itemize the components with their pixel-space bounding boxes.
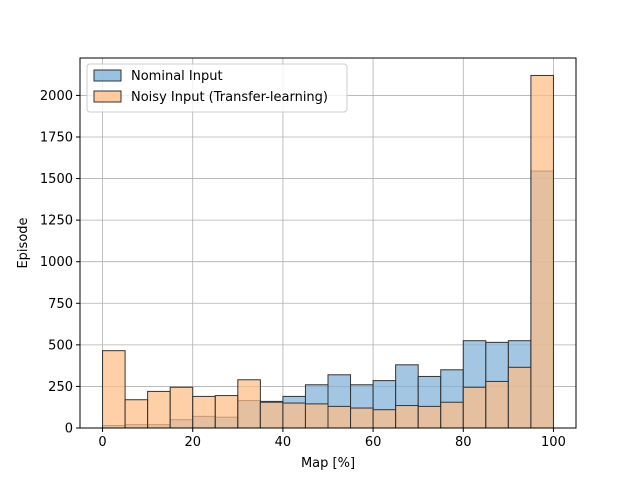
- noisy-bar: [350, 407, 374, 429]
- noisy-bar: [372, 409, 397, 429]
- y-tick-label: 0: [65, 422, 73, 437]
- y-tick-label: 1000: [40, 255, 73, 270]
- x-tick-label: 20: [184, 435, 201, 450]
- noisy-bar: [147, 390, 171, 429]
- noisy-bar: [395, 405, 419, 429]
- noisy-bar: [282, 402, 306, 429]
- y-tick-label: 1750: [40, 130, 73, 145]
- noisy-bar: [237, 379, 261, 429]
- legend-swatch-nominal: [93, 69, 122, 82]
- noisy-bar: [304, 403, 329, 429]
- noisy-bar: [417, 405, 442, 429]
- noisy-bar: [440, 401, 464, 429]
- legend-box: [86, 63, 348, 113]
- y-tick-label: 1500: [40, 172, 73, 187]
- y-tick-label: 2000: [40, 89, 73, 104]
- noisy-bar: [507, 366, 532, 429]
- noisy-bar: [124, 399, 149, 429]
- x-tick-label: 60: [365, 435, 382, 450]
- noisy-bar: [485, 380, 509, 429]
- y-tick-label: 500: [48, 338, 73, 353]
- noisy-input-bars: [102, 74, 554, 429]
- x-tick-label: 0: [98, 435, 106, 450]
- noisy-bar: [214, 395, 239, 429]
- y-tick-label: 750: [48, 297, 73, 312]
- x-tick-label: 100: [541, 435, 566, 450]
- y-tick-label: 250: [48, 380, 73, 395]
- x-tick-label: 80: [455, 435, 472, 450]
- noisy-bar: [327, 405, 352, 429]
- legend: Nominal Input Noisy Input (Transfer-lear…: [86, 63, 348, 113]
- noisy-bar: [462, 386, 487, 429]
- y-axis-label: Episode: [16, 217, 31, 268]
- noisy-bar: [259, 401, 284, 429]
- legend-swatch-noisy: [93, 90, 122, 103]
- y-tick-label: 1250: [40, 214, 73, 229]
- noisy-bar: [102, 350, 126, 429]
- x-axis-label: Map [%]: [301, 456, 355, 471]
- axis-ticks: 0 20 40 60 80 1000250500750100012501500175020…: [40, 89, 566, 450]
- x-tick-label: 40: [275, 435, 292, 450]
- legend-label-nominal: Nominal Input: [131, 69, 223, 84]
- noisy-bar: [530, 74, 554, 429]
- axes-frame: [79, 57, 577, 429]
- noisy-bar: [169, 386, 194, 429]
- legend-label-noisy: Noisy Input (Transfer-learning): [131, 90, 328, 105]
- noisy-bar: [192, 395, 216, 429]
